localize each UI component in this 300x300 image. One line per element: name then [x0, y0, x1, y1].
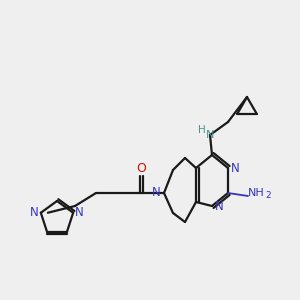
Text: O: O	[136, 163, 146, 176]
Text: NH: NH	[248, 188, 264, 198]
Text: N: N	[152, 187, 160, 200]
Text: N: N	[29, 206, 38, 219]
Text: N: N	[231, 161, 239, 175]
Text: 2: 2	[265, 190, 271, 200]
Text: H: H	[198, 125, 206, 135]
Text: N: N	[214, 200, 224, 214]
Text: N: N	[75, 206, 83, 219]
Text: N: N	[206, 130, 214, 140]
